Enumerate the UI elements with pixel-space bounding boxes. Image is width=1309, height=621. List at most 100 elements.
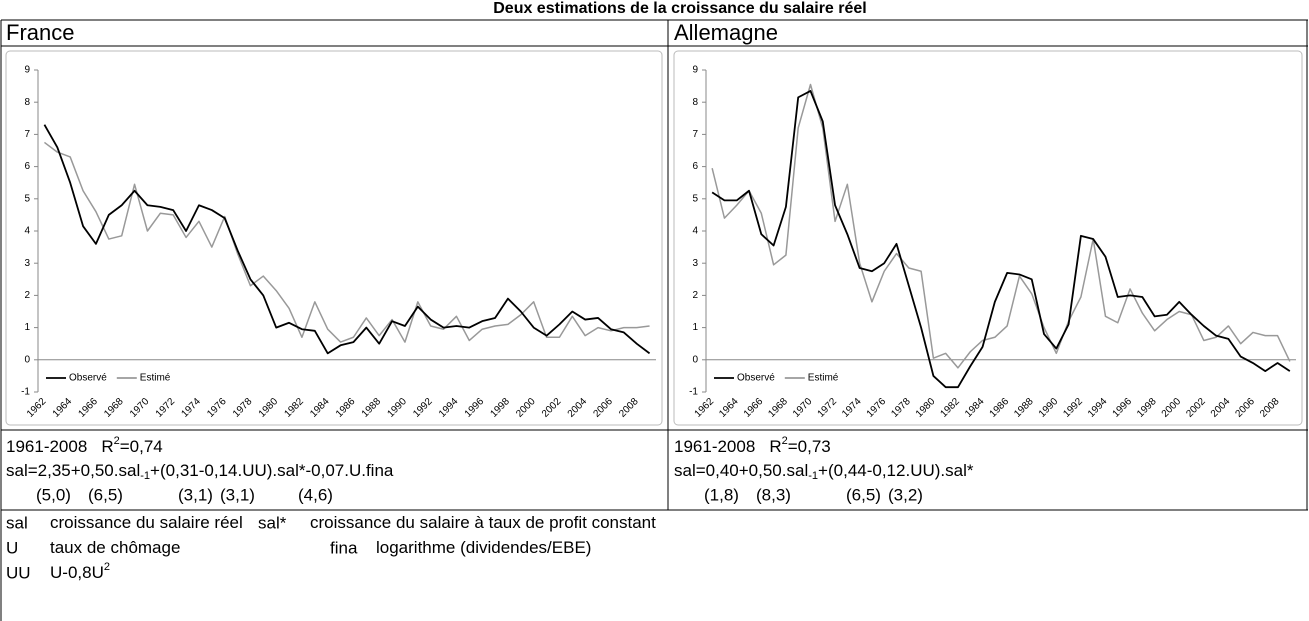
x-tick-label: 1996 [1111, 396, 1135, 420]
x-tick-label: 1980 [914, 396, 938, 420]
t-stat: (3,2) [888, 485, 923, 504]
text-run: U-0,8U [50, 563, 104, 582]
text-run: croissance du salaire à taux de profit c… [310, 513, 656, 532]
x-tick-label: 1996 [463, 396, 487, 420]
x-tick-label: 2004 [1209, 396, 1233, 420]
x-tick-label: 1976 [205, 396, 229, 420]
t-stat: (3,1) [178, 485, 213, 504]
y-tick-label: 9 [24, 65, 30, 76]
legend-label: Estimé [140, 373, 171, 384]
x-tick-label: 1966 [76, 396, 100, 420]
panel-title: France [6, 20, 74, 45]
x-tick-label: 1968 [766, 396, 790, 420]
x-tick-label: 1988 [1012, 396, 1036, 420]
data-line [43, 141, 650, 343]
x-tick-label: 2008 [1258, 396, 1282, 420]
t-stat: (1,8) [704, 485, 739, 504]
x-tick-label: 1970 [128, 396, 152, 420]
page-title: Deux estimations de la croissance du sal… [493, 0, 867, 17]
definition-text: croissance du salaire réel [50, 513, 243, 532]
estimation-r2: R2=0,74 [101, 435, 162, 457]
text-run: 1961-2008 [674, 437, 755, 456]
x-tick-label: 2006 [1233, 396, 1257, 420]
t-stat: (6,5) [88, 485, 123, 504]
x-tick-label: 1980 [257, 396, 281, 420]
definition-term: sal* [258, 513, 287, 532]
x-tick-label: 1972 [816, 396, 840, 420]
definition-term: U [6, 538, 18, 557]
y-tick-label: 7 [24, 129, 30, 140]
definition-text: U-0,8U2 [50, 561, 110, 583]
y-tick-label: 6 [24, 161, 30, 172]
t-stat: (3,1) [220, 485, 255, 504]
x-tick-label: 1962 [25, 396, 49, 420]
x-tick-label: 2002 [1184, 396, 1208, 420]
text-sub: -1 [140, 470, 150, 482]
chart-frame [673, 50, 1303, 426]
text-run: 1961-2008 [6, 437, 87, 456]
x-tick-label: 1974 [840, 396, 864, 420]
y-tick-label: 7 [692, 129, 698, 140]
panel-title: Allemagne [674, 20, 778, 45]
text-run: taux de chômage [50, 538, 180, 557]
text-run: +(0,31-0,14.UU).sal*-0,07.U.fina [150, 461, 394, 480]
x-tick-label: 1986 [988, 396, 1012, 420]
x-tick-label: 1966 [742, 396, 766, 420]
text-run: R [101, 437, 113, 456]
x-tick-label: 1964 [717, 396, 741, 420]
x-tick-label: 1984 [308, 396, 332, 420]
x-tick-label: 1986 [334, 396, 358, 420]
data-line [43, 124, 651, 355]
t-stat: (8,3) [756, 485, 791, 504]
y-tick-label: 5 [24, 193, 30, 204]
legend-label: Estimé [808, 373, 839, 384]
text-run: sal=0,40+0,50.sal [674, 461, 808, 480]
x-tick-label: 1970 [791, 396, 815, 420]
y-tick-label: 8 [692, 97, 698, 108]
text-run: logarithme (dividendes/EBE) [376, 538, 591, 557]
x-tick-label: 1968 [102, 396, 126, 420]
y-tick-label: 9 [692, 65, 698, 76]
x-tick-label: 1990 [1037, 396, 1061, 420]
y-tick-label: 1 [692, 322, 698, 333]
t-stat: (5,0) [36, 485, 71, 504]
x-tick-label: 2002 [540, 396, 564, 420]
y-tick-label: 3 [24, 258, 30, 269]
legend-label: Observé [737, 373, 775, 384]
x-tick-label: 1982 [282, 396, 306, 420]
definition-text: taux de chômage [50, 538, 180, 557]
definition-term: fina [330, 538, 358, 557]
chart-frame [5, 50, 663, 426]
x-tick-label: 1984 [963, 396, 987, 420]
y-tick-label: 4 [692, 226, 698, 237]
estimation-formula: sal=0,40+0,50.sal-1+(0,44-0,12.UU).sal* [674, 461, 974, 481]
text-run: croissance du salaire réel [50, 513, 243, 532]
text-run: R [769, 437, 781, 456]
x-tick-label: 1976 [865, 396, 889, 420]
t-stat: (4,6) [298, 485, 333, 504]
definition-text: croissance du salaire à taux de profit c… [310, 513, 656, 532]
x-tick-label: 1998 [488, 396, 512, 420]
data-line [711, 90, 1291, 389]
definition-text: logarithme (dividendes/EBE) [376, 538, 591, 557]
x-tick-label: 1994 [437, 396, 461, 420]
text-run: =0,74 [120, 437, 163, 456]
estimation-period: 1961-2008 [674, 437, 755, 456]
text-sup: 2 [104, 561, 110, 573]
x-tick-label: 2000 [1160, 396, 1184, 420]
x-tick-label: 1964 [51, 396, 75, 420]
x-tick-label: 1978 [231, 396, 255, 420]
y-tick-label: 0 [24, 354, 30, 365]
text-run: =0,73 [788, 437, 831, 456]
text-sub: -1 [808, 470, 818, 482]
text-run: sal=2,35+0,50.sal [6, 461, 140, 480]
y-tick-label: 1 [24, 322, 30, 333]
text-sup: 2 [114, 435, 120, 447]
x-tick-label: 1974 [179, 396, 203, 420]
definition-term: sal [6, 513, 28, 532]
x-tick-label: 1994 [1086, 396, 1110, 420]
x-tick-label: 1992 [1061, 396, 1085, 420]
y-tick-label: -1 [689, 387, 698, 398]
estimation-formula: sal=2,35+0,50.sal-1+(0,31-0,14.UU).sal*-… [6, 461, 394, 481]
